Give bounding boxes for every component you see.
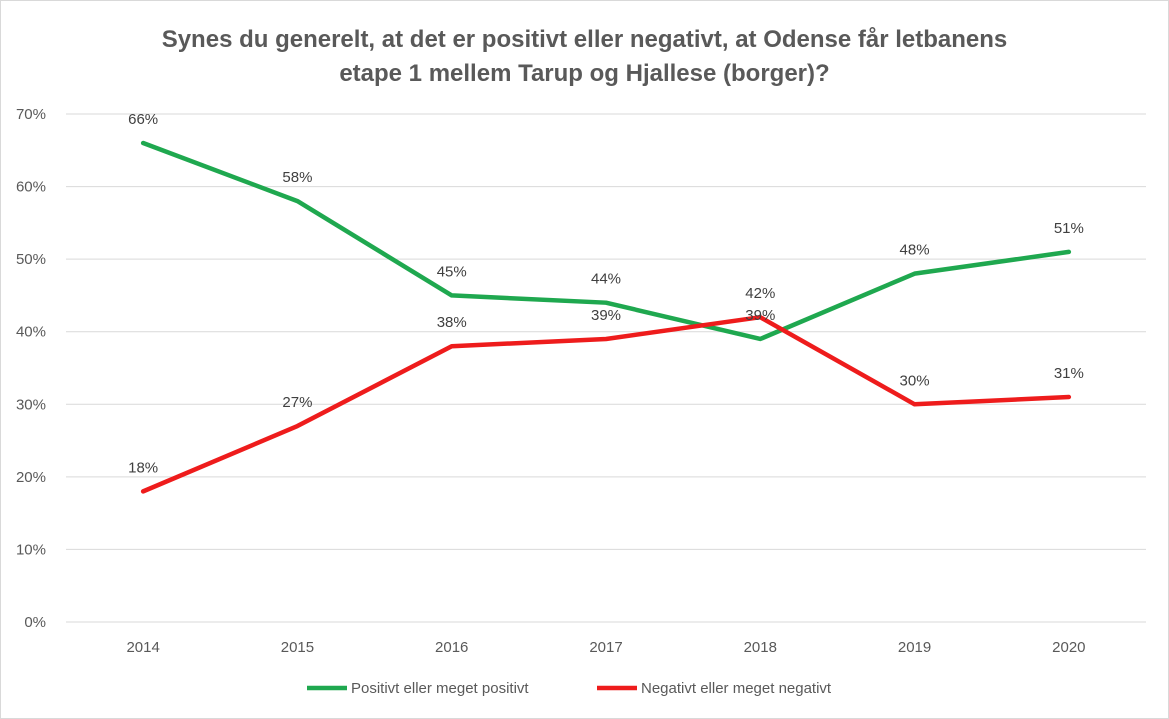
x-tick-label: 2014 <box>126 639 159 656</box>
data-label: 18% <box>128 459 158 476</box>
data-label: 44% <box>591 271 621 288</box>
x-tick-label: 2017 <box>589 639 622 656</box>
data-label: 51% <box>1054 220 1084 237</box>
x-tick-label: 2018 <box>744 639 777 656</box>
legend-label-2: Negativt eller meget negativt <box>641 680 832 697</box>
x-tick-label: 2015 <box>281 639 314 656</box>
data-label: 39% <box>591 307 621 324</box>
y-tick-label: 40% <box>16 324 46 341</box>
data-label: 30% <box>900 372 930 389</box>
data-label: 48% <box>900 242 930 259</box>
series-line-2 <box>140 314 1072 494</box>
data-label: 42% <box>745 285 775 302</box>
x-tick-label: 2020 <box>1052 639 1085 656</box>
x-tick-label: 2016 <box>435 639 468 656</box>
data-label: 39% <box>745 307 775 324</box>
data-label: 66% <box>128 111 158 128</box>
chart-title-line-1: Synes du generelt, at det er positivt el… <box>161 26 1008 53</box>
x-tick-label: 2019 <box>898 639 931 656</box>
data-label: 58% <box>282 169 312 186</box>
y-tick-label: 20% <box>16 469 46 486</box>
y-tick-label: 30% <box>16 396 46 413</box>
y-tick-label: 50% <box>16 251 46 268</box>
y-tick-label: 70% <box>16 106 46 123</box>
y-tick-label: 60% <box>16 179 46 196</box>
y-tick-label: 0% <box>24 614 46 631</box>
chart-title-line-2: etape 1 mellem Tarup og Hjallese (borger… <box>339 60 830 87</box>
data-label: 31% <box>1054 365 1084 382</box>
series-line-1 <box>140 140 1072 342</box>
data-label: 38% <box>437 314 467 331</box>
data-label: 27% <box>282 394 312 411</box>
legend-label-1: Positivt eller meget positivt <box>351 680 529 697</box>
data-label: 45% <box>437 263 467 280</box>
y-tick-label: 10% <box>16 541 46 558</box>
